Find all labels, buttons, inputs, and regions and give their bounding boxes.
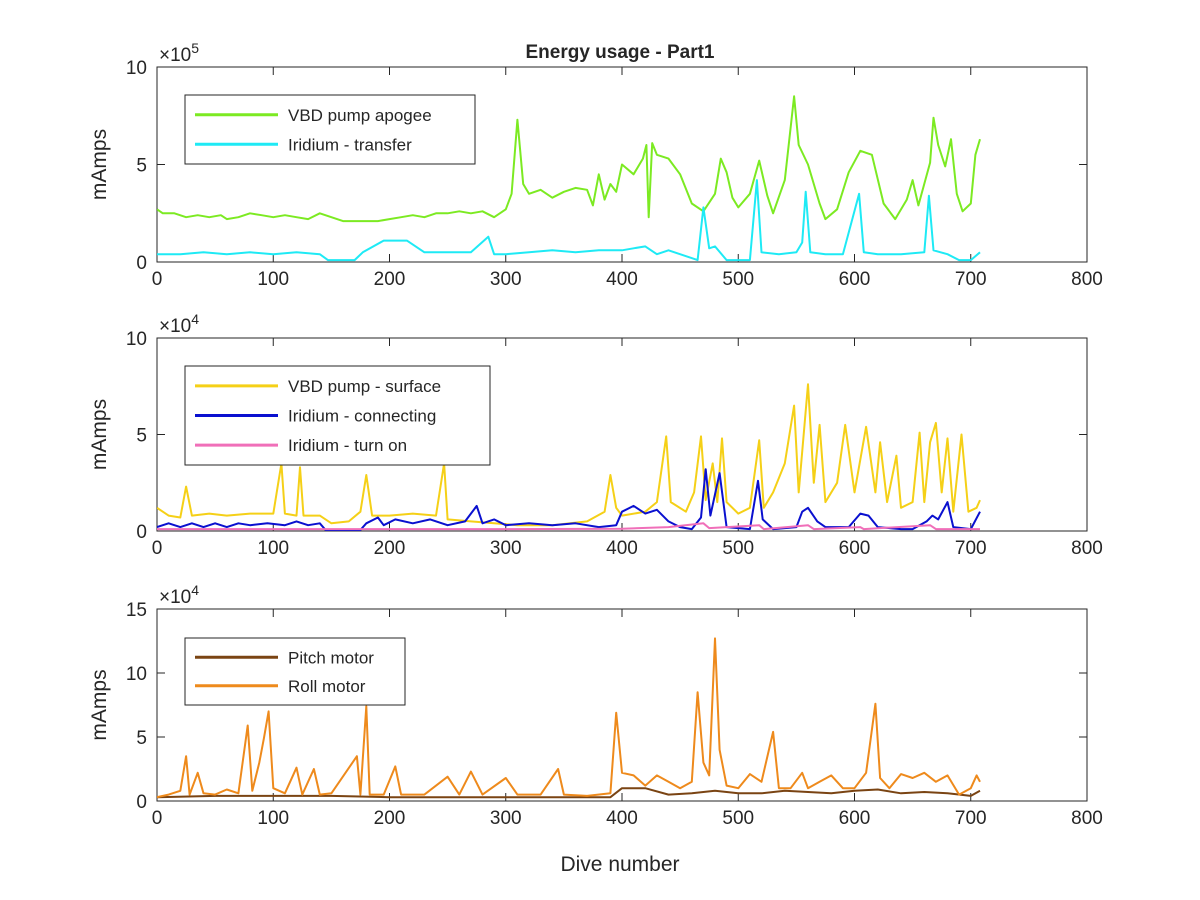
x-tick-label: 0 — [152, 269, 163, 290]
x-tick-label: 600 — [839, 538, 871, 559]
x-tick-label: 400 — [606, 269, 638, 290]
y-tick-label: 0 — [136, 253, 147, 274]
x-tick-label: 100 — [257, 538, 289, 559]
legend-entry-label: Pitch motor — [288, 648, 374, 667]
subplot-2: 0 100 200 300 400 500 600 700 8000510×104mAmpsVB… — [88, 311, 1103, 559]
subplot-3: 0 100 200 300 400 500 600 700 800051015×104mAmps… — [88, 582, 1103, 829]
x-tick-label: 0 — [152, 808, 163, 829]
y-tick-label: 0 — [136, 522, 147, 543]
y-tick-label: 10 — [126, 329, 147, 350]
legend-entry-label: Iridium - turn on — [288, 436, 407, 455]
x-tick-label: 300 — [490, 808, 522, 829]
series-line-2 — [157, 179, 981, 262]
legend-entry-label: VBD pump - surface — [288, 377, 441, 396]
x-tick-label: 700 — [955, 538, 987, 559]
legend-entry-label: Iridium - transfer — [288, 135, 412, 154]
x-tick-label: 0 — [152, 538, 163, 559]
x-tick-label: 800 — [1071, 538, 1103, 559]
y-exponent-power: 4 — [191, 311, 199, 327]
x-tick-label: 200 — [374, 538, 406, 559]
x-axis-label: Dive number — [560, 853, 679, 876]
series-group — [157, 637, 981, 799]
y-exponent-power: 5 — [191, 40, 199, 56]
x-tick-label: 200 — [374, 269, 406, 290]
x-tick-label: 200 — [374, 808, 406, 829]
figure-title: Energy usage - Part1 — [525, 42, 714, 63]
x-tick-label: 300 — [490, 269, 522, 290]
y-tick-label: 0 — [136, 792, 147, 813]
x-tick-label: 800 — [1071, 808, 1103, 829]
series-line-3 — [157, 522, 980, 531]
legend-entry-label: VBD pump apogee — [288, 106, 432, 125]
series-group — [157, 95, 981, 262]
x-tick-label: 500 — [722, 269, 754, 290]
x-tick-label: 600 — [839, 269, 871, 290]
y-exponent-power: 4 — [191, 582, 199, 598]
x-tick-label: 100 — [257, 269, 289, 290]
y-axis-label: mAmps — [88, 399, 111, 470]
x-tick-label: 800 — [1071, 269, 1103, 290]
x-tick-label: 100 — [257, 808, 289, 829]
legend-entry-label: Iridium - connecting — [288, 407, 436, 426]
y-tick-label: 15 — [126, 600, 147, 621]
x-tick-label: 500 — [722, 808, 754, 829]
subplots: 0 100 200 300 400 500 600 700 8000510×105mAmpsVB… — [88, 40, 1103, 829]
y-axis-label: mAmps — [88, 129, 111, 200]
legend-entry-label: Roll motor — [288, 677, 366, 696]
x-tick-label: 700 — [955, 808, 987, 829]
series-group — [157, 383, 981, 531]
y-tick-label: 10 — [126, 664, 147, 685]
x-tick-label: 700 — [955, 269, 987, 290]
x-tick-label: 500 — [722, 538, 754, 559]
x-tick-label: 300 — [490, 538, 522, 559]
x-tick-label: 600 — [839, 808, 871, 829]
y-axis-label: mAmps — [88, 669, 111, 740]
x-tick-label: 400 — [606, 808, 638, 829]
y-tick-label: 10 — [126, 58, 147, 79]
y-tick-label: 5 — [136, 156, 147, 177]
legend: VBD pump - surface Iridium - connecting Ir… — [184, 365, 491, 466]
legend-box — [184, 94, 476, 165]
series-line-2 — [157, 637, 981, 799]
series-line-1 — [157, 383, 981, 527]
legend: VBD pump apogee Iridium - transfer — [184, 94, 476, 165]
series-line-1 — [157, 787, 981, 799]
x-tick-label: 400 — [606, 538, 638, 559]
legend-box — [184, 637, 406, 706]
y-tick-label: 5 — [136, 728, 147, 749]
series-line-1 — [157, 95, 981, 223]
subplot-1: 0 100 200 300 400 500 600 700 8000510×105mAmpsVB… — [88, 40, 1103, 290]
series-line-2 — [157, 468, 981, 531]
y-tick-label: 5 — [136, 426, 147, 447]
legend: Pitch motor Roll motor — [184, 637, 406, 706]
